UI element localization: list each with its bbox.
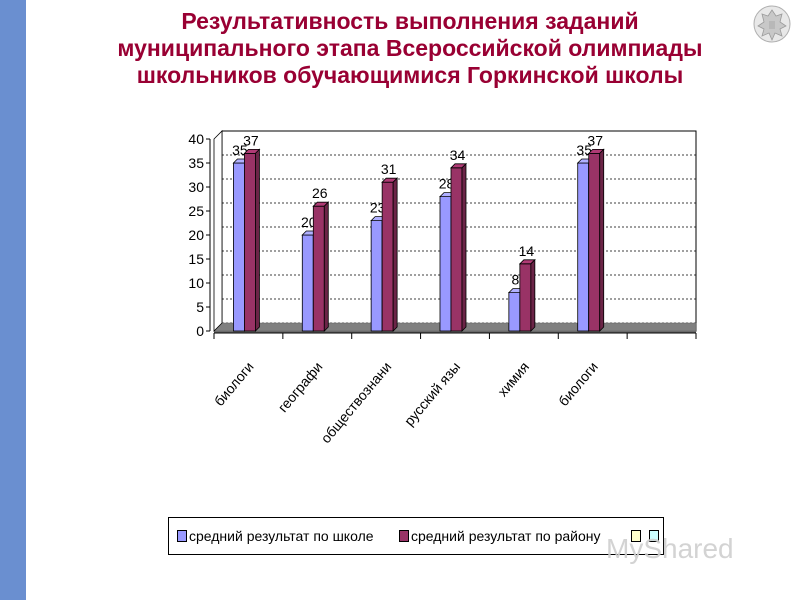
data-label: 26 [312, 185, 328, 201]
bar-front [508, 292, 521, 332]
y-tick-label: 0 [196, 323, 204, 339]
bar-front [577, 162, 590, 332]
bar-front [312, 205, 325, 332]
legend-swatch-school [177, 530, 187, 542]
title-line-2: муниципального этапа Всероссийской олимп… [117, 35, 703, 61]
bar-front [381, 181, 394, 332]
bar-side [530, 258, 536, 332]
plot-floor-edge [214, 331, 696, 333]
bar-front [244, 152, 256, 332]
data-label: 35 [576, 142, 592, 158]
y-tick-label: 5 [196, 299, 204, 315]
bar-front [301, 234, 314, 332]
category-label: биологи [211, 359, 257, 409]
data-label: 8 [511, 272, 519, 288]
category-label: географи [275, 359, 326, 416]
y-tick-label: 25 [188, 203, 204, 219]
bar-side [323, 201, 329, 332]
data-label: 34 [450, 147, 466, 163]
legend-swatch-district [399, 530, 409, 542]
category-label: русский язы [401, 359, 464, 429]
y-tick-label: 40 [188, 131, 204, 147]
category-label: биологи [555, 359, 601, 409]
y-tick-label: 35 [188, 155, 204, 171]
left-accent-band [0, 0, 26, 600]
page-title: Результативность выполнения заданий муни… [40, 8, 780, 89]
data-label: 37 [587, 132, 603, 148]
bar-side [255, 148, 260, 332]
coat-of-arms-icon [753, 5, 791, 43]
category-label: химия [494, 359, 532, 400]
data-label: 20 [301, 214, 317, 230]
bar-side [599, 148, 605, 332]
y-tick-label: 10 [188, 275, 204, 291]
bar-side [461, 162, 467, 332]
plot-side-wall [213, 130, 223, 332]
bar-front [233, 162, 245, 332]
data-label: 37 [243, 132, 259, 148]
bar-front [588, 152, 601, 332]
category-label: обществознани [317, 359, 394, 446]
title-line-1: Результативность выполнения заданий [181, 8, 639, 34]
bar-front [450, 167, 463, 332]
data-label: 35 [232, 142, 248, 158]
chart-legend: средний результат по школе средний резул… [168, 517, 664, 555]
watermark-logo: MyShared [606, 533, 734, 564]
data-label: 28 [439, 176, 455, 192]
y-tick-label: 30 [188, 179, 204, 195]
bar-front [370, 220, 383, 332]
legend-swatch-series-3 [631, 530, 641, 542]
legend-label-school: средний результат по школе [189, 528, 374, 544]
bar-front [519, 263, 532, 332]
data-label: 31 [381, 161, 397, 177]
bar-front [439, 196, 452, 332]
data-label: 14 [519, 243, 535, 259]
y-tick-label: 15 [188, 251, 204, 267]
data-label: 23 [370, 200, 386, 216]
bar-side [392, 177, 398, 332]
legend-swatch-series-4 [649, 530, 659, 542]
title-line-3: школьников обучающимися Горкинской школы [136, 62, 684, 88]
y-tick-label: 20 [188, 227, 204, 243]
legend-label-district: средний результат по району [411, 528, 601, 544]
